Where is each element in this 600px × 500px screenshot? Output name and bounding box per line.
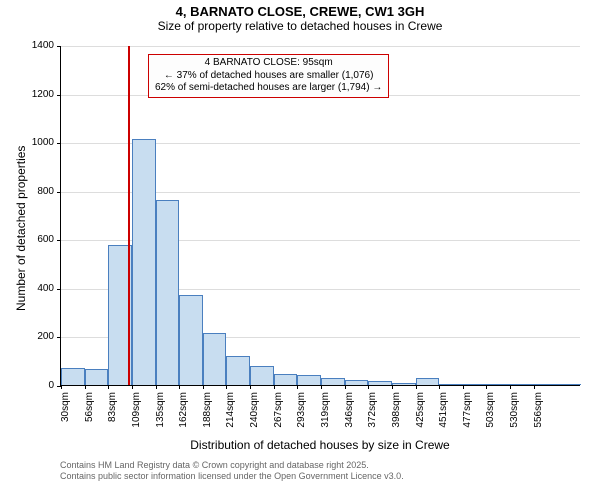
annotation-line-1: 4 BARNATO CLOSE: 95sqm bbox=[155, 57, 382, 70]
histogram-bar bbox=[297, 375, 321, 385]
x-tick-label: 425sqm bbox=[415, 392, 426, 432]
y-tick bbox=[57, 240, 61, 241]
x-tick-label: 135sqm bbox=[155, 392, 166, 432]
histogram-bar bbox=[226, 356, 250, 385]
histogram-bar bbox=[179, 295, 203, 385]
x-tick bbox=[510, 385, 511, 389]
histogram-bar bbox=[345, 380, 369, 385]
x-tick bbox=[156, 385, 157, 389]
x-tick bbox=[534, 385, 535, 389]
x-tick bbox=[274, 385, 275, 389]
x-tick-label: 188sqm bbox=[202, 392, 213, 432]
x-tick-label: 30sqm bbox=[60, 392, 71, 432]
histogram-bar bbox=[368, 381, 392, 385]
x-tick-label: 214sqm bbox=[225, 392, 236, 432]
chart-gridline bbox=[61, 46, 580, 47]
histogram-bar bbox=[486, 384, 510, 385]
histogram-bar bbox=[156, 200, 180, 385]
histogram-bar bbox=[132, 139, 156, 386]
chart-subtitle: Size of property relative to detached ho… bbox=[0, 19, 600, 33]
histogram-bar bbox=[439, 384, 463, 385]
attribution-line-1: Contains HM Land Registry data © Crown c… bbox=[60, 460, 404, 471]
x-tick bbox=[203, 385, 204, 389]
x-tick bbox=[179, 385, 180, 389]
x-tick-label: 319sqm bbox=[320, 392, 331, 432]
y-tick-label: 1400 bbox=[22, 40, 54, 51]
y-tick bbox=[57, 192, 61, 193]
y-tick-label: 600 bbox=[22, 234, 54, 245]
x-tick-label: 372sqm bbox=[367, 392, 378, 432]
x-tick-label: 240sqm bbox=[249, 392, 260, 432]
y-tick-label: 200 bbox=[22, 331, 54, 342]
histogram-bar bbox=[250, 366, 274, 385]
x-tick bbox=[226, 385, 227, 389]
histogram-bar bbox=[85, 369, 109, 385]
x-tick bbox=[463, 385, 464, 389]
x-tick bbox=[392, 385, 393, 389]
histogram-bar bbox=[510, 384, 534, 385]
histogram-bar bbox=[61, 368, 85, 385]
y-tick bbox=[57, 143, 61, 144]
x-tick-label: 530sqm bbox=[509, 392, 520, 432]
x-tick-label: 56sqm bbox=[84, 392, 95, 432]
x-tick bbox=[486, 385, 487, 389]
x-tick-label: 398sqm bbox=[391, 392, 402, 432]
y-tick bbox=[57, 337, 61, 338]
attribution-text: Contains HM Land Registry data © Crown c… bbox=[60, 460, 404, 483]
histogram-bar bbox=[274, 374, 298, 385]
histogram-bar bbox=[392, 383, 416, 385]
x-tick bbox=[345, 385, 346, 389]
x-tick-label: 109sqm bbox=[131, 392, 142, 432]
x-tick-label: 346sqm bbox=[344, 392, 355, 432]
x-tick-label: 293sqm bbox=[296, 392, 307, 432]
property-marker-line bbox=[128, 46, 130, 385]
x-tick-label: 556sqm bbox=[533, 392, 544, 432]
y-tick-label: 1200 bbox=[22, 89, 54, 100]
y-tick bbox=[57, 46, 61, 47]
y-tick-label: 800 bbox=[22, 186, 54, 197]
x-tick-label: 503sqm bbox=[485, 392, 496, 432]
x-tick-label: 162sqm bbox=[178, 392, 189, 432]
x-tick bbox=[61, 385, 62, 389]
histogram-bar bbox=[416, 378, 440, 385]
histogram-bar bbox=[463, 384, 487, 385]
x-tick bbox=[416, 385, 417, 389]
y-tick bbox=[57, 289, 61, 290]
attribution-line-2: Contains public sector information licen… bbox=[60, 471, 404, 482]
x-tick-label: 267sqm bbox=[273, 392, 284, 432]
y-tick-label: 0 bbox=[22, 380, 54, 391]
annotation-line-2: ← 37% of detached houses are smaller (1,… bbox=[155, 70, 382, 83]
x-tick bbox=[132, 385, 133, 389]
histogram-bar bbox=[557, 384, 581, 385]
histogram-bar bbox=[534, 384, 558, 385]
x-tick bbox=[368, 385, 369, 389]
annotation-line-3: 62% of semi-detached houses are larger (… bbox=[155, 82, 382, 95]
x-axis-label: Distribution of detached houses by size … bbox=[60, 438, 580, 452]
x-tick bbox=[250, 385, 251, 389]
annotation-box: 4 BARNATO CLOSE: 95sqm ← 37% of detached… bbox=[148, 54, 389, 98]
y-tick-label: 400 bbox=[22, 283, 54, 294]
y-tick bbox=[57, 95, 61, 96]
x-tick bbox=[85, 385, 86, 389]
x-tick-label: 477sqm bbox=[462, 392, 473, 432]
x-tick-label: 83sqm bbox=[107, 392, 118, 432]
y-tick-label: 1000 bbox=[22, 137, 54, 148]
chart-title: 4, BARNATO CLOSE, CREWE, CW1 3GH bbox=[0, 0, 600, 19]
x-tick-label: 451sqm bbox=[438, 392, 449, 432]
x-tick bbox=[108, 385, 109, 389]
histogram-bar bbox=[321, 378, 345, 385]
histogram-bar bbox=[203, 333, 227, 385]
x-tick bbox=[439, 385, 440, 389]
x-tick bbox=[297, 385, 298, 389]
x-tick bbox=[321, 385, 322, 389]
